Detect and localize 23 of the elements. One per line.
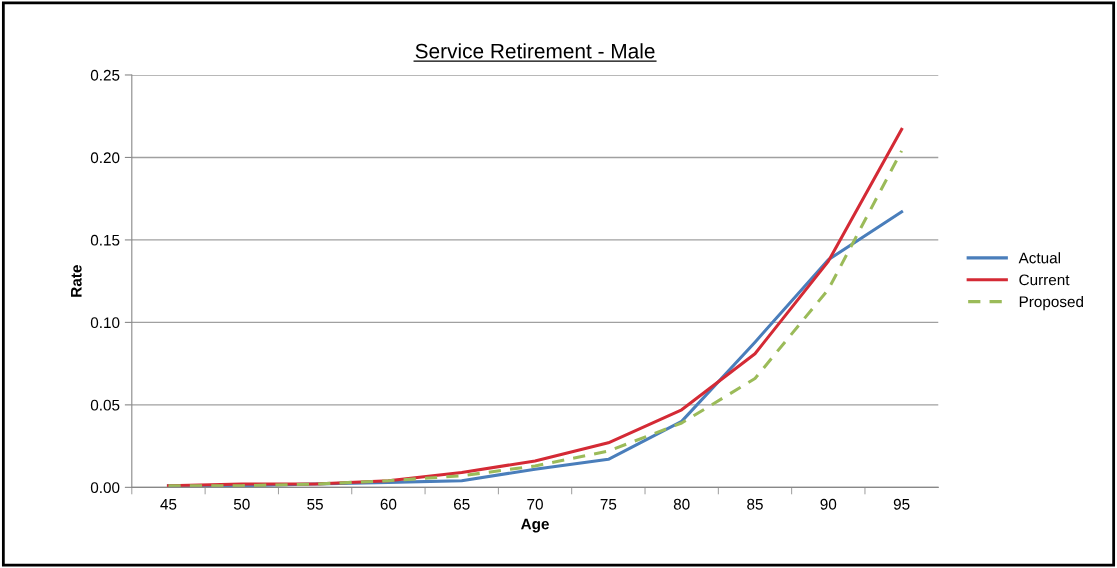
- y-axis-title: Rate: [71, 265, 82, 297]
- x-tick-label: 75: [600, 499, 617, 510]
- x-tick-label: 90: [820, 498, 837, 510]
- x-tick-label: 55: [307, 499, 323, 510]
- y-tick-label: 0.25: [90, 69, 120, 81]
- x-tick-label: 85: [747, 498, 763, 510]
- x-tick-label: 70: [527, 498, 543, 510]
- y-tick-label: 0.00: [90, 482, 120, 494]
- x-tick-label: 60: [380, 498, 397, 510]
- chart-title: Service Retirement - Male: [415, 43, 655, 59]
- legend-label: Proposed: [1019, 295, 1083, 311]
- x-tick-label: 45: [160, 499, 177, 510]
- y-tick-label: 0.10: [90, 317, 120, 329]
- x-tick-label: 65: [454, 498, 470, 510]
- legend-label: Current: [1019, 274, 1070, 286]
- y-tick-label: 0.05: [90, 399, 120, 411]
- x-tick-label: 50: [233, 498, 250, 510]
- x-axis-title: Age: [520, 518, 549, 533]
- y-tick-label: 0.20: [90, 152, 120, 164]
- x-tick-label: 80: [673, 498, 690, 510]
- x-tick-label: 95: [893, 498, 910, 510]
- y-tick-label: 0.15: [90, 234, 120, 246]
- legend-label: Actual: [1018, 252, 1061, 264]
